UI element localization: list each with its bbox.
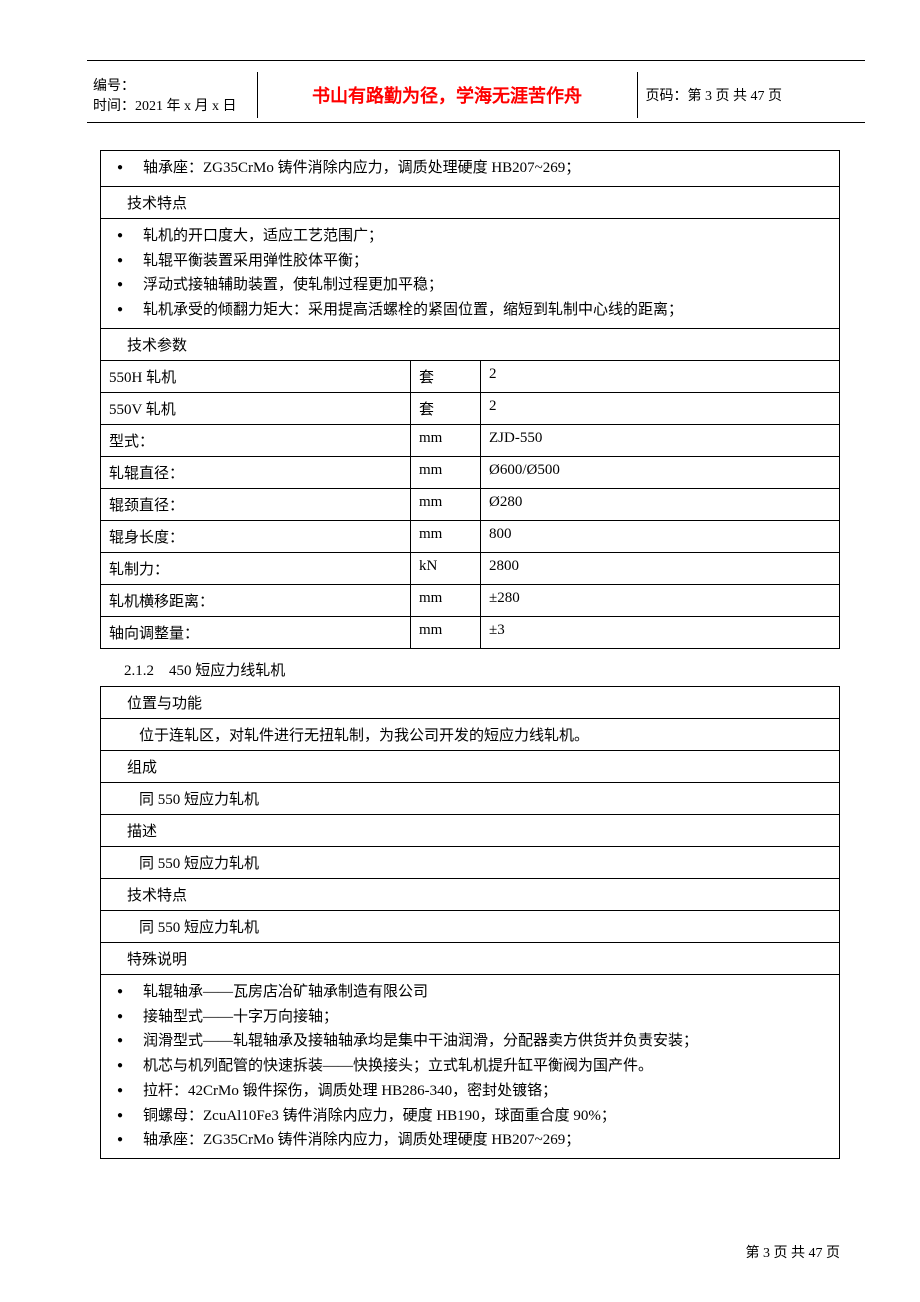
spec-table-1: 轴承座：ZG35CrMo 铸件消除内应力，调质处理硬度 HB207~269； 技…: [100, 150, 840, 649]
param-unit: 套: [411, 392, 481, 424]
param-val: ±3: [481, 616, 840, 648]
table-row: 550V 轧机套2: [101, 392, 840, 424]
pos-func-title: 位置与功能: [101, 686, 840, 718]
param-name: 辊身长度：: [101, 520, 411, 552]
special-item: 接轴型式——十字万向接轴；: [117, 1005, 831, 1030]
param-unit: kN: [411, 552, 481, 584]
param-val: Ø280: [481, 488, 840, 520]
param-name: 辊颈直径：: [101, 488, 411, 520]
tech-param-title: 技术参数: [101, 328, 840, 360]
table-row: 辊身长度：mm800: [101, 520, 840, 552]
page-header: 编号： 时间：2021 年 x 月 x 日 书山有路勤为径，学海无涯苦作舟 页码…: [87, 72, 788, 118]
special-item: 轧辊轴承——瓦房店冶矿轴承制造有限公司: [117, 980, 831, 1005]
feature-item: 轧辊平衡装置采用弹性胶体平衡；: [117, 249, 831, 274]
table-row: 辊颈直径：mmØ280: [101, 488, 840, 520]
page-content: 轴承座：ZG35CrMo 铸件消除内应力，调质处理硬度 HB207~269； 技…: [100, 150, 840, 1159]
tech-feature-list: 轧机的开口度大，适应工艺范围广； 轧辊平衡装置采用弹性胶体平衡； 浮动式接轴辅助…: [109, 224, 831, 323]
param-name: 轴向调整量：: [101, 616, 411, 648]
param-unit: mm: [411, 488, 481, 520]
special-item: 机芯与机列配管的快速拆装——快换接头；立式轧机提升缸平衡阀为国产件。: [117, 1054, 831, 1079]
param-val: 2: [481, 360, 840, 392]
param-val: Ø600/Ø500: [481, 456, 840, 488]
spec-table-2: 位置与功能 位于连轧区，对轧件进行无扭轧制，为我公司开发的短应力线轧机。 组成 …: [100, 686, 840, 1159]
param-name: 轧辊直径：: [101, 456, 411, 488]
table-row: 型式：mmZJD-550: [101, 424, 840, 456]
tech-feature-title-2: 技术特点: [101, 878, 840, 910]
feature-item: 轧机的开口度大，适应工艺范围广；: [117, 224, 831, 249]
pos-func-text: 位于连轧区，对轧件进行无扭轧制，为我公司开发的短应力线轧机。: [101, 718, 840, 750]
param-name: 550V 轧机: [101, 392, 411, 424]
compose-text: 同 550 短应力轧机: [101, 782, 840, 814]
table-row: 轧辊直径：mmØ600/Ø500: [101, 456, 840, 488]
special-title: 特殊说明: [101, 942, 840, 974]
param-name: 轧机横移距离：: [101, 584, 411, 616]
param-unit: mm: [411, 616, 481, 648]
section-heading: 2.1.2 450 短应力线轧机: [100, 649, 840, 686]
param-val: 800: [481, 520, 840, 552]
header-page: 页码：第 3 页 共 47 页: [637, 72, 788, 118]
param-val: 2: [481, 392, 840, 424]
feature-item: 轧机承受的倾翻力矩大：采用提高活螺栓的紧固位置，缩短到轧制中心线的距离；: [117, 298, 831, 323]
rule-top: [87, 60, 865, 61]
param-unit: mm: [411, 456, 481, 488]
bearing-seat-item: 轴承座：ZG35CrMo 铸件消除内应力，调质处理硬度 HB207~269；: [117, 156, 831, 181]
table-row: 轧机横移距离：mm±280: [101, 584, 840, 616]
param-unit: mm: [411, 520, 481, 552]
special-item: 铜螺母：ZcuAl10Fe3 铸件消除内应力，硬度 HB190，球面重合度 90…: [117, 1104, 831, 1129]
param-unit: mm: [411, 584, 481, 616]
special-list: 轧辊轴承——瓦房店冶矿轴承制造有限公司 接轴型式——十字万向接轴； 润滑型式——…: [109, 980, 831, 1153]
compose-title: 组成: [101, 750, 840, 782]
param-unit: mm: [411, 424, 481, 456]
param-name: 550H 轧机: [101, 360, 411, 392]
special-item: 轴承座：ZG35CrMo 铸件消除内应力，调质处理硬度 HB207~269；: [117, 1128, 831, 1153]
desc-text: 同 550 短应力轧机: [101, 846, 840, 878]
doc-no-label: 编号：: [93, 79, 135, 94]
table-row: 轴向调整量：mm±3: [101, 616, 840, 648]
special-item: 润滑型式——轧辊轴承及接轴轴承均是集中干油润滑，分配器卖方供货并负责安装；: [117, 1029, 831, 1054]
header-motto: 书山有路勤为径，学海无涯苦作舟: [257, 72, 637, 118]
param-val: 2800: [481, 552, 840, 584]
doc-date: 时间：2021 年 x 月 x 日: [93, 99, 237, 114]
param-name: 轧制力：: [101, 552, 411, 584]
desc-title: 描述: [101, 814, 840, 846]
tech-feature-text-2: 同 550 短应力轧机: [101, 910, 840, 942]
table-row: 轧制力：kN2800: [101, 552, 840, 584]
special-item: 拉杆：42CrMo 锻件探伤，调质处理 HB286-340，密封处镀铬；: [117, 1079, 831, 1104]
param-name: 型式：: [101, 424, 411, 456]
param-val: ZJD-550: [481, 424, 840, 456]
page-footer: 第 3 页 共 47 页: [746, 1242, 841, 1262]
table-row: 550H 轧机套2: [101, 360, 840, 392]
param-unit: 套: [411, 360, 481, 392]
param-val: ±280: [481, 584, 840, 616]
rule-under-header: [87, 122, 865, 123]
feature-item: 浮动式接轴辅助装置，使轧制过程更加平稳；: [117, 273, 831, 298]
tech-feature-title: 技术特点: [101, 186, 840, 218]
